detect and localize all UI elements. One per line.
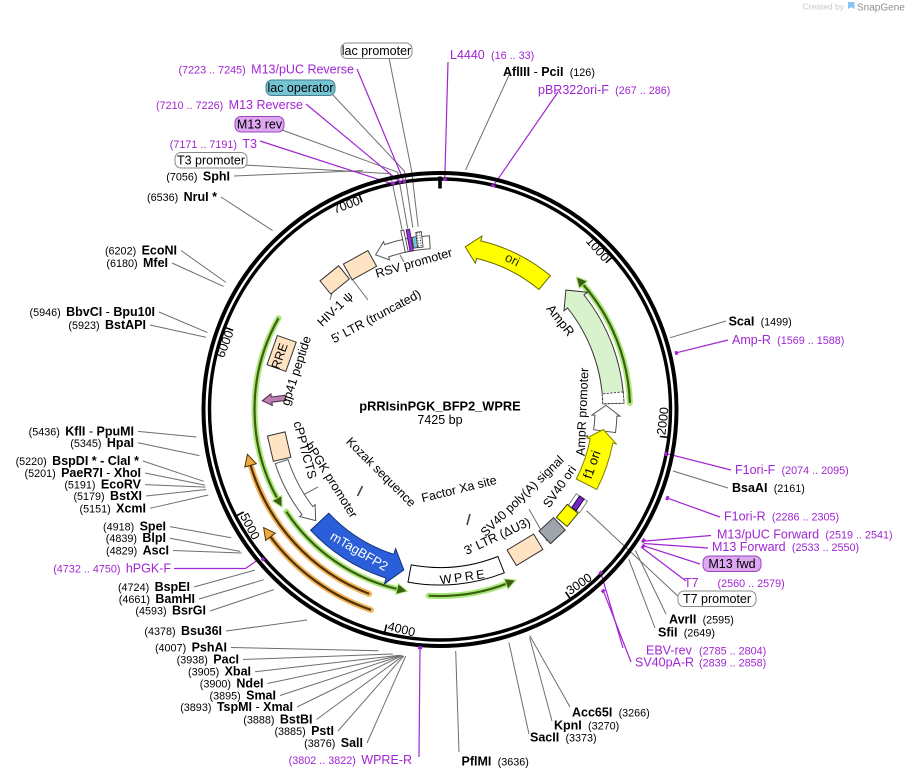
svg-text:(5946) BbvCI - Bpu10I: (5946) BbvCI - Bpu10I: [29, 305, 155, 319]
svg-text:M13 fwd: M13 fwd: [708, 557, 755, 571]
svg-text:(4593) BsrGI: (4593) BsrGI: [135, 603, 206, 617]
svg-text:(3895) SmaI: (3895) SmaI: [210, 688, 277, 702]
svg-text:pRRIsinPGK_BFP2_WPRE: pRRIsinPGK_BFP2_WPRE: [359, 399, 521, 414]
svg-text:L4440 (16 .. 33): L4440 (16 .. 33): [450, 48, 534, 62]
svg-text:AvrII (2595): AvrII (2595): [669, 612, 734, 626]
svg-text:EBV-rev: EBV-rev: [646, 644, 693, 658]
svg-text:(5220) BspDI * - ClaI *: (5220) BspDI * - ClaI *: [16, 454, 140, 468]
svg-text:(3802 .. 3822) WPRE-R: (3802 .. 3822) WPRE-R: [289, 753, 412, 767]
svg-text:ScaI (1499): ScaI (1499): [729, 315, 792, 329]
svg-text:(4724) BspEI: (4724) BspEI: [118, 580, 190, 594]
svg-text:(6202) EcoNI: (6202) EcoNI: [105, 244, 177, 258]
svg-text:lac promoter: lac promoter: [342, 44, 411, 58]
svg-text:(3888) BstBI: (3888) BstBI: [243, 713, 312, 727]
svg-text:PflMI (3636): PflMI (3636): [462, 755, 529, 769]
svg-text:(7171 .. 7191) T3: (7171 .. 7191) T3: [170, 137, 257, 151]
svg-text:T3 promoter: T3 promoter: [177, 154, 245, 168]
svg-text:(6536) NruI *: (6536) NruI *: [147, 190, 217, 204]
svg-text:BsaAI (2161): BsaAI (2161): [732, 481, 805, 495]
svg-text:(4378) Bsu36I: (4378) Bsu36I: [144, 624, 222, 638]
svg-text:M13/pUC Forward (2519 .. 2541): M13/pUC Forward (2519 .. 2541): [717, 528, 893, 542]
svg-text:SacII (3373): SacII (3373): [530, 731, 597, 745]
svg-text:WPRE: WPRE: [439, 567, 488, 587]
svg-text:M13 rev: M13 rev: [237, 118, 283, 132]
svg-text:7425 bp: 7425 bp: [417, 413, 462, 427]
svg-text:4000: 4000: [386, 619, 416, 639]
svg-text:SnapGene: SnapGene: [857, 3, 905, 14]
svg-text:(5201) PaeR7I - XhoI: (5201) PaeR7I - XhoI: [24, 466, 141, 480]
svg-text:Acc65I (3266): Acc65I (3266): [572, 706, 650, 720]
svg-text:KpnI (3270): KpnI (3270): [554, 718, 619, 732]
svg-text:(3900) NdeI: (3900) NdeI: [200, 677, 264, 691]
svg-text:SfiI (2649): SfiI (2649): [658, 626, 715, 640]
svg-text:F1ori-F (2074 .. 2095): F1ori-F (2074 .. 2095): [735, 463, 849, 477]
svg-text:(3885) PstI: (3885) PstI: [274, 724, 334, 738]
svg-text:(3893) TspMI - XmaI: (3893) TspMI - XmaI: [180, 700, 293, 714]
svg-text:M13 Forward (2533 .. 2550): M13 Forward (2533 .. 2550): [712, 540, 859, 554]
svg-text:(4732 .. 4750) hPGK-F: (4732 .. 4750) hPGK-F: [53, 562, 171, 576]
svg-text:(3938) PacI: (3938) PacI: [177, 653, 239, 667]
svg-text:(4007) PshAI: (4007) PshAI: [155, 641, 227, 655]
svg-text:(2785 .. 2804): (2785 .. 2804): [699, 646, 766, 658]
svg-text:SV40pA-R: SV40pA-R: [635, 655, 694, 669]
svg-text:(7056) SphI: (7056) SphI: [166, 170, 230, 184]
svg-text:pBR322ori-F (267 .. 286): pBR322ori-F (267 .. 286): [538, 83, 670, 97]
svg-text:Created by: Created by: [802, 2, 844, 12]
svg-text:ori: ori: [503, 250, 523, 270]
svg-text:T7 promoter: T7 promoter: [683, 592, 751, 606]
svg-text:(4661) BamHI: (4661) BamHI: [119, 592, 195, 606]
svg-text:(3905) XbaI: (3905) XbaI: [188, 665, 251, 679]
svg-text:lac operator: lac operator: [267, 81, 333, 95]
svg-text:(2839 .. 2858): (2839 .. 2858): [699, 657, 766, 669]
svg-text:AmpR promoter: AmpR promoter: [574, 367, 592, 456]
svg-text:(5179) BstXI: (5179) BstXI: [73, 489, 142, 503]
svg-text:(4829) AscI: (4829) AscI: [106, 544, 169, 558]
svg-text:2000: 2000: [654, 406, 671, 435]
svg-text:(3876) SalI: (3876) SalI: [304, 736, 363, 750]
svg-text:(5436) KflI - PpuMI: (5436) KflI - PpuMI: [29, 424, 134, 438]
svg-text:Amp-R (1569 .. 1588): Amp-R (1569 .. 1588): [732, 333, 844, 347]
svg-text:(5345) HpaI: (5345) HpaI: [70, 436, 134, 450]
svg-text:T7: T7: [684, 576, 699, 590]
svg-text:(6180) MfeI: (6180) MfeI: [106, 256, 168, 270]
svg-text:(5151) XcmI: (5151) XcmI: [80, 501, 147, 515]
svg-text:(5923) BstAPI: (5923) BstAPI: [68, 318, 146, 332]
svg-text:(7210 .. 7226) M13 Reverse: (7210 .. 7226) M13 Reverse: [156, 98, 303, 112]
svg-text:(2560 .. 2579): (2560 .. 2579): [718, 578, 785, 590]
svg-text:F1ori-R (2286 .. 2305): F1ori-R (2286 .. 2305): [724, 509, 839, 523]
svg-text:(7223 .. 7245) M13/pUC Reverse: (7223 .. 7245) M13/pUC Reverse: [179, 63, 355, 77]
svg-text:(4839) BlpI: (4839) BlpI: [106, 531, 166, 545]
svg-text:AflIII - PciI (126): AflIII - PciI (126): [503, 65, 595, 79]
svg-text:(5191) EcoRV: (5191) EcoRV: [64, 478, 141, 492]
svg-text:(4918) SpeI: (4918) SpeI: [103, 520, 166, 534]
